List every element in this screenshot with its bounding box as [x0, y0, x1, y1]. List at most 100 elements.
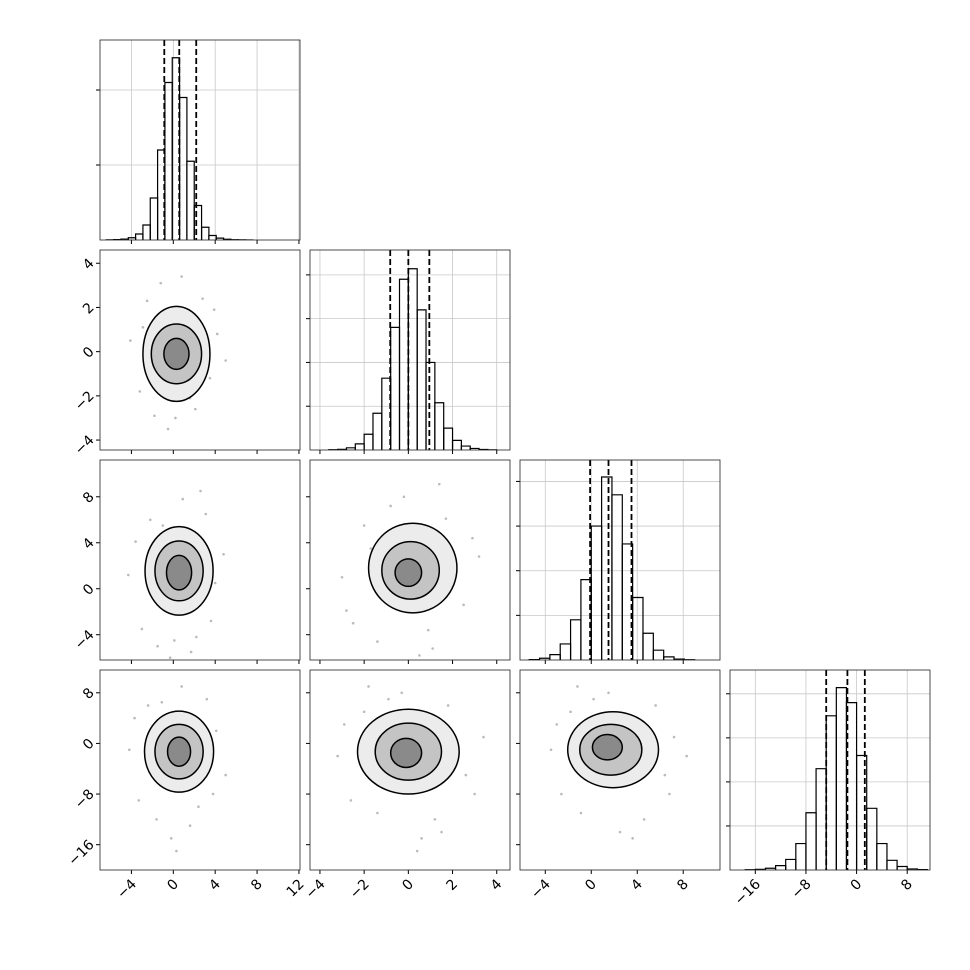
scatter-point — [180, 685, 183, 688]
scatter-point — [129, 339, 132, 342]
x-tick-label: 4 — [206, 876, 224, 894]
scatter-point — [444, 517, 448, 520]
x-tick-label: 4 — [488, 876, 506, 894]
y-tick-label: −16 — [65, 837, 97, 869]
scatter-point — [389, 504, 392, 508]
scatter-point — [174, 416, 177, 420]
scatter-point — [193, 407, 197, 411]
scatter-point — [471, 536, 474, 540]
panel: −4 0 4 8 12−16−808 — [65, 669, 308, 902]
scatter-point — [362, 524, 366, 527]
histogram-step — [825, 715, 837, 870]
scatter-point — [146, 704, 150, 707]
axes-frame — [99, 249, 301, 451]
scatter-point — [126, 573, 130, 577]
histogram-step — [549, 654, 561, 660]
histogram-step — [815, 768, 827, 870]
scatter-point — [482, 735, 485, 739]
axes-frame — [519, 459, 721, 661]
scatter-point — [579, 811, 583, 815]
scatter-point — [212, 308, 216, 311]
axes-frame — [309, 249, 511, 451]
scatter-point — [576, 685, 579, 688]
scatter-point — [140, 627, 144, 631]
y-tick-label: 8 — [80, 489, 98, 507]
scatter-point — [205, 697, 209, 701]
panel: −4 0 4 8 — [516, 669, 721, 902]
contour — [163, 337, 190, 371]
histogram-step — [149, 197, 159, 240]
scatter-point — [426, 628, 430, 632]
histogram-step — [363, 433, 374, 450]
scatter-point — [420, 837, 423, 840]
scatter-point — [155, 818, 158, 821]
histogram-step — [200, 226, 210, 240]
scatter-point — [549, 748, 553, 752]
scatter-point — [148, 518, 152, 522]
scatter-point — [560, 792, 563, 796]
panel — [516, 459, 721, 664]
scatter-point — [204, 512, 208, 516]
scatter-point — [175, 849, 178, 853]
scatter-point — [367, 685, 370, 688]
scatter-point — [137, 799, 141, 802]
scatter-point — [197, 805, 200, 809]
histogram-step — [886, 859, 898, 870]
scatter-point — [685, 754, 688, 758]
plot-area — [129, 275, 227, 431]
histogram-step — [460, 445, 471, 450]
plot-area — [730, 670, 930, 870]
scatter-point — [169, 837, 173, 840]
scatter-point — [631, 837, 634, 840]
x-tick-label: −4 — [303, 876, 329, 902]
panel: −4 0 4 8 — [72, 459, 301, 664]
histogram-step — [590, 525, 603, 660]
histogram-step — [642, 632, 654, 660]
axes-frame — [309, 669, 511, 871]
y-tick-label: 0 — [80, 581, 98, 599]
histogram-step — [559, 643, 572, 660]
scatter-point — [607, 691, 610, 695]
scatter-point — [418, 654, 421, 657]
plot-area — [310, 250, 510, 450]
histogram-step — [611, 494, 623, 660]
scatter-point — [402, 495, 406, 499]
scatter-point — [160, 700, 164, 704]
scatter-point — [188, 824, 192, 827]
histogram-step — [632, 596, 644, 660]
histogram-step — [354, 443, 365, 450]
scatter-point — [159, 281, 163, 285]
axes-frame — [99, 669, 301, 871]
scatter-point — [477, 555, 481, 558]
panel: −4 −2 0 2 4 — [72, 249, 301, 458]
histogram-step — [186, 160, 195, 240]
histogram-step — [416, 309, 427, 450]
scatter-point — [168, 656, 172, 660]
x-tick-label: 8 — [248, 876, 266, 894]
scatter-point — [618, 830, 622, 834]
scatter-point — [672, 735, 676, 739]
scatter-point — [199, 489, 202, 493]
histogram-step — [896, 865, 908, 870]
x-tick-label: −4 — [528, 876, 554, 902]
scatter-point — [189, 650, 193, 654]
scatter-point — [201, 297, 204, 300]
panel — [96, 39, 301, 244]
x-tick-label: 0 — [399, 876, 417, 894]
panel: −16 −8 0 8 — [726, 669, 931, 909]
histogram-step — [866, 807, 878, 870]
x-tick-label: −16 — [732, 876, 764, 908]
x-tick-label: 8 — [898, 876, 916, 894]
scatter-point — [141, 326, 145, 329]
scatter-point — [387, 697, 390, 701]
scatter-point — [215, 332, 219, 336]
scatter-point — [663, 773, 667, 777]
scatter-point — [376, 811, 379, 815]
histogram-step — [390, 326, 401, 450]
scatter-point — [145, 299, 149, 303]
scatter-point — [362, 710, 366, 714]
axes-frame — [309, 459, 511, 661]
contour — [389, 737, 423, 769]
y-tick-label: 4 — [80, 535, 98, 553]
